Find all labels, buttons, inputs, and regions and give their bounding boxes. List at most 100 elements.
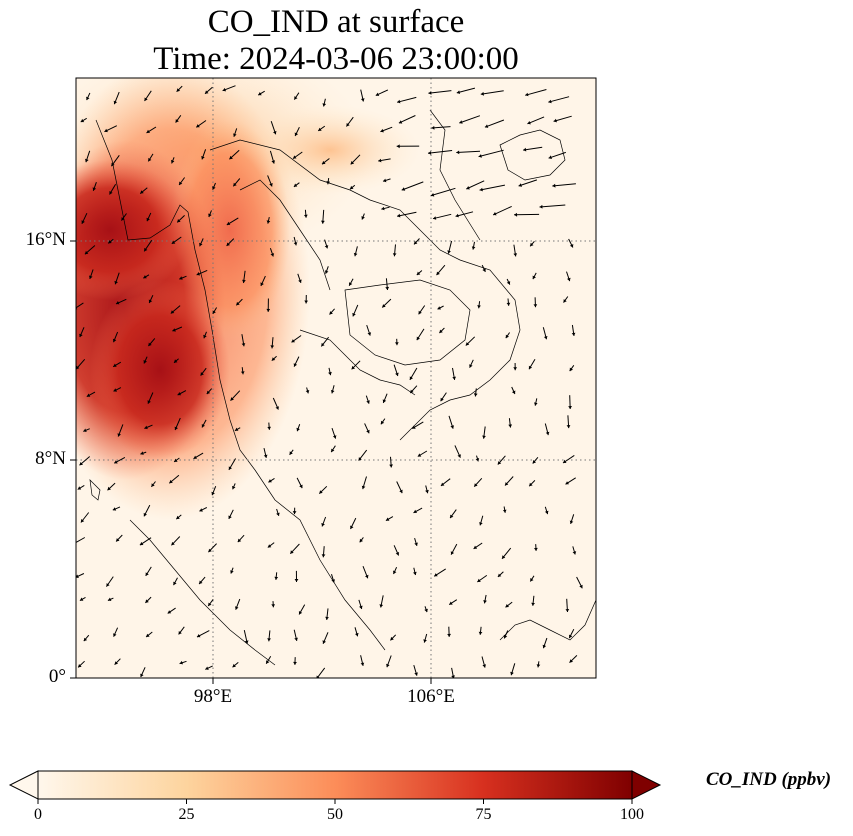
wind-vector-head bbox=[266, 308, 271, 312]
wind-vector-head bbox=[233, 182, 237, 187]
lat-label-8n: 8°N bbox=[35, 448, 66, 469]
wind-vector bbox=[396, 211, 417, 217]
wind-vector-head bbox=[199, 242, 203, 247]
wind-vector-head bbox=[222, 87, 227, 92]
wind-vector-head bbox=[395, 372, 399, 376]
wind-vector-head bbox=[350, 525, 354, 529]
wind-vector-head bbox=[174, 458, 178, 462]
wind-vector bbox=[527, 116, 545, 125]
wind-vector-head bbox=[502, 509, 507, 513]
wind-vector-head bbox=[514, 212, 518, 217]
wind-vector-head bbox=[208, 213, 212, 217]
wind-vector-head bbox=[346, 123, 350, 127]
wind-vector bbox=[548, 151, 566, 159]
wind-vector-head bbox=[236, 301, 240, 306]
wind-vector-head bbox=[542, 644, 547, 649]
wind-vector-head bbox=[430, 193, 435, 197]
wind-vector-head bbox=[147, 400, 151, 404]
wind-vector-head bbox=[350, 185, 354, 190]
wind-vector-head bbox=[513, 253, 518, 257]
wind-vector bbox=[459, 115, 481, 124]
wind-vectors bbox=[76, 85, 583, 678]
wind-vector-head bbox=[395, 552, 400, 556]
wind-vector-head bbox=[530, 242, 534, 247]
wind-vector-head bbox=[349, 282, 353, 286]
wind-vector-head bbox=[397, 213, 401, 218]
wind-vector-head bbox=[385, 286, 390, 290]
wind-vector-head bbox=[506, 281, 511, 285]
wind-vector-head bbox=[107, 486, 111, 491]
wind-vector-head bbox=[200, 372, 204, 376]
wind-vector-head bbox=[266, 660, 270, 664]
wind-vector-head bbox=[92, 187, 97, 191]
wind-vector-head bbox=[179, 660, 183, 665]
wind-vector-head bbox=[144, 247, 148, 252]
wind-vector-head bbox=[201, 156, 205, 160]
wind-vector-head bbox=[518, 183, 522, 187]
wind-vector-head bbox=[113, 388, 117, 392]
axis-ticks bbox=[70, 240, 432, 684]
colorbar-tick-0: 0 bbox=[34, 806, 42, 823]
wind-vector-head bbox=[398, 120, 403, 124]
wind-vector-head bbox=[199, 580, 203, 584]
wind-vector bbox=[553, 115, 572, 122]
wind-vector-head bbox=[271, 357, 276, 361]
wind-vector-head bbox=[367, 332, 372, 336]
wind-vector-head bbox=[480, 91, 484, 96]
wind-vector-head bbox=[230, 397, 234, 401]
wind-vector-head bbox=[390, 636, 394, 641]
plot-title-line1: CO_IND at surface bbox=[207, 4, 465, 40]
wind-vector-head bbox=[569, 659, 573, 663]
wind-vector-head bbox=[366, 400, 370, 404]
wind-vector-head bbox=[417, 453, 422, 457]
wind-vector-head bbox=[326, 181, 331, 185]
wind-vector-head bbox=[324, 270, 329, 274]
wind-vector-head bbox=[294, 637, 298, 641]
wind-vector-head bbox=[465, 342, 470, 346]
wind-vector-head bbox=[226, 221, 231, 225]
wind-vector-head bbox=[471, 246, 476, 250]
wind-vector-head bbox=[266, 220, 271, 224]
wind-vector-head bbox=[178, 631, 182, 635]
wind-vector bbox=[431, 126, 451, 129]
wind-vector-head bbox=[572, 551, 577, 555]
wind-vector-head bbox=[358, 457, 362, 461]
wind-vector-head bbox=[112, 507, 117, 511]
wind-vector-head bbox=[148, 299, 153, 303]
wind-vector-head bbox=[361, 485, 366, 490]
wind-vector-head bbox=[174, 426, 178, 430]
wind-vector-head bbox=[193, 455, 197, 459]
wind-vector-head bbox=[206, 390, 211, 394]
wind-vector-head bbox=[322, 160, 326, 165]
wind-vector-head bbox=[433, 216, 437, 220]
lon-label-98e: 98°E bbox=[193, 686, 233, 707]
wind-vector-head bbox=[296, 427, 300, 432]
wind-vector-head bbox=[294, 96, 298, 100]
wind-vector-head bbox=[290, 550, 294, 554]
wind-vector-head bbox=[270, 253, 275, 257]
wind-vector-head bbox=[383, 178, 387, 183]
wind-vector-head bbox=[544, 510, 549, 515]
wind-vector-head bbox=[531, 602, 535, 606]
wind-vector-head bbox=[484, 124, 489, 128]
wind-vector-head bbox=[86, 393, 91, 397]
wind-vector-head bbox=[361, 216, 365, 220]
wind-vector-head bbox=[565, 609, 570, 612]
wind-vector-head bbox=[230, 570, 234, 574]
wind-vector-head bbox=[412, 425, 416, 429]
wind-vector bbox=[484, 119, 505, 128]
wind-vector-head bbox=[143, 275, 147, 279]
wind-vector-head bbox=[146, 217, 150, 222]
wind-vector-head bbox=[76, 365, 80, 370]
wind-vector-head bbox=[241, 343, 246, 347]
wind-vector-head bbox=[436, 271, 440, 276]
wind-vector-head bbox=[260, 282, 264, 286]
wind-vector-head bbox=[440, 397, 444, 402]
wind-vector-head bbox=[506, 302, 511, 306]
wind-vector bbox=[456, 150, 481, 153]
wind-vector-head bbox=[529, 482, 533, 487]
wind-vector bbox=[523, 146, 543, 151]
wind-vector-head bbox=[482, 664, 486, 668]
wind-vector-head bbox=[322, 103, 327, 107]
wind-vector-head bbox=[528, 365, 533, 370]
